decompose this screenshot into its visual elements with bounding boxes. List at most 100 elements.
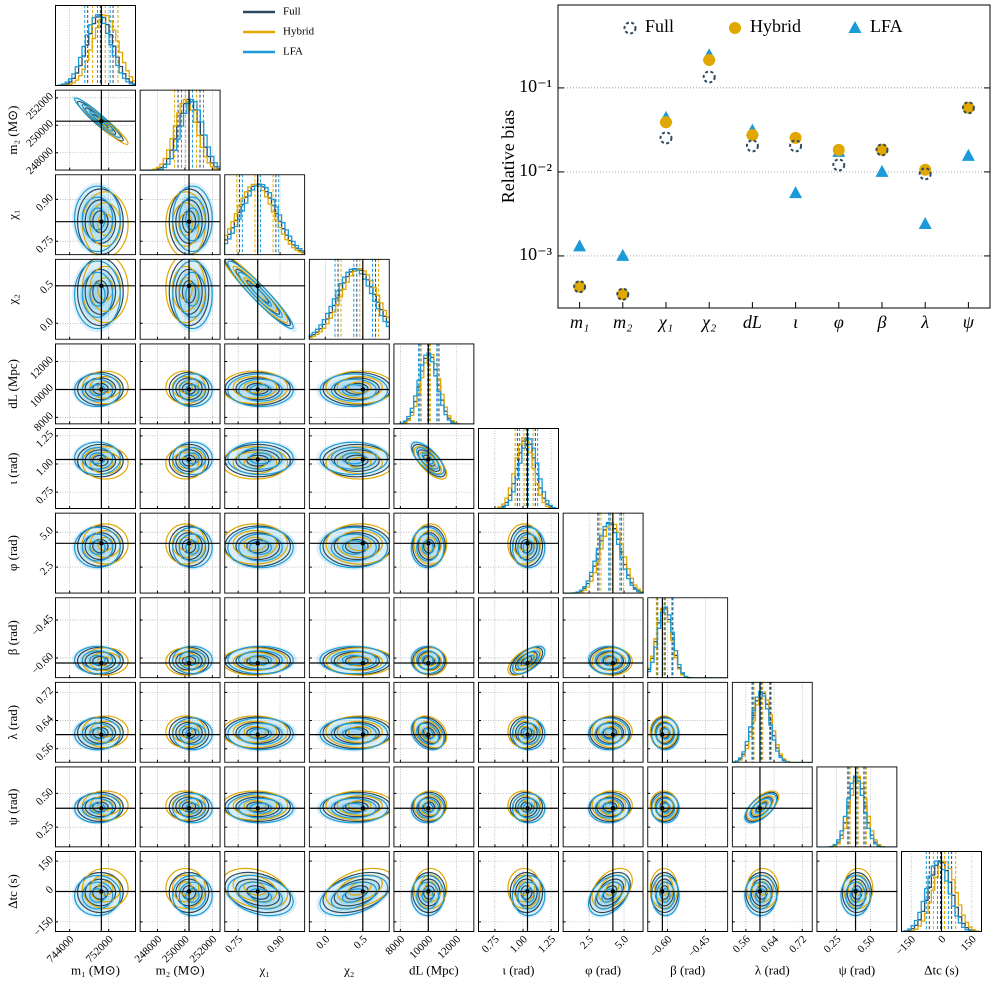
density-fill	[224, 258, 297, 333]
panel-frame	[55, 681, 136, 763]
truth-point	[426, 457, 431, 462]
contour	[185, 728, 200, 740]
contour	[330, 533, 377, 562]
contour	[654, 720, 674, 743]
contour	[410, 526, 445, 569]
panel	[478, 512, 559, 594]
y-tick-label: 10⁻³	[519, 244, 553, 264]
contour	[520, 885, 533, 900]
contour	[246, 885, 270, 900]
panel-frame	[55, 851, 136, 932]
contour	[249, 540, 273, 555]
y-tick-label: 0.56	[34, 741, 56, 763]
contour	[89, 540, 106, 555]
x-axis-label: Δtc (s)	[924, 963, 959, 978]
panel	[308, 343, 390, 425]
contour	[97, 276, 114, 301]
panel-frame	[647, 766, 729, 848]
truth-point	[255, 806, 260, 811]
contour	[172, 185, 213, 253]
x-tick-label: 0.56	[731, 933, 753, 955]
contour	[84, 796, 117, 818]
contour	[84, 878, 117, 907]
x-tick-label: χ₂	[700, 312, 716, 332]
truth-point	[360, 457, 365, 462]
x-tick-label: 0.50	[855, 933, 877, 955]
contour	[604, 800, 620, 812]
contour	[744, 793, 778, 824]
panel-frame	[308, 766, 390, 848]
contour	[604, 656, 620, 667]
y-tick-label: 0.90	[34, 191, 56, 213]
marker	[918, 167, 932, 181]
contour	[591, 715, 633, 749]
y-tick-label: 252000	[24, 90, 56, 122]
contour	[178, 196, 207, 242]
contour	[81, 271, 114, 318]
panel	[308, 851, 390, 932]
contour	[512, 795, 536, 816]
x-axis-label: λ (rad)	[755, 963, 790, 978]
contour	[249, 384, 273, 397]
truth-point	[99, 118, 104, 124]
contour	[178, 881, 207, 910]
panel-frame	[139, 851, 221, 932]
contour	[74, 874, 121, 917]
x-tick-label: 5.0	[613, 933, 632, 952]
contour	[649, 715, 679, 749]
marker	[659, 131, 673, 145]
x-axis-label: χ₁	[259, 963, 270, 978]
panel	[478, 681, 559, 763]
contour	[421, 888, 434, 903]
panel-frame	[55, 597, 136, 679]
truth-point	[99, 541, 104, 546]
contour	[238, 378, 283, 402]
panel-frame	[224, 851, 306, 932]
x-tick-label: φ	[834, 312, 844, 332]
contour	[651, 874, 680, 917]
panel	[55, 89, 136, 171]
x-tick-label: 0.0	[314, 933, 333, 952]
contour	[325, 647, 390, 676]
contour	[424, 656, 437, 667]
contour	[658, 800, 670, 812]
panel	[55, 681, 136, 763]
marker	[573, 280, 586, 293]
panel-frame	[647, 851, 729, 932]
contour	[333, 796, 380, 818]
contour	[92, 885, 109, 900]
contour	[410, 717, 445, 751]
contour	[249, 654, 273, 666]
contour	[601, 728, 616, 740]
contour	[651, 717, 680, 751]
y-tick-label: 0.0	[38, 315, 57, 334]
contour	[89, 728, 106, 740]
contour	[325, 867, 390, 910]
contour	[172, 373, 213, 408]
contour	[421, 452, 434, 465]
panel	[55, 343, 136, 425]
contour	[74, 441, 121, 476]
y-axis-label: Relative bias	[498, 110, 518, 203]
contour	[185, 654, 200, 666]
truth-point	[255, 457, 260, 462]
contour	[178, 378, 207, 402]
x-tick-label: 248000	[133, 933, 165, 965]
contour	[522, 728, 535, 740]
contour	[74, 717, 121, 751]
panel	[139, 851, 221, 932]
contour	[594, 881, 623, 910]
truth-point	[525, 732, 530, 737]
contour	[412, 791, 446, 823]
contour	[517, 881, 541, 910]
y-tick-label: 10⁻²	[519, 160, 552, 180]
panel	[478, 428, 559, 509]
contour	[509, 716, 544, 750]
contour	[171, 874, 200, 903]
histogram	[55, 14, 136, 86]
panel	[393, 343, 475, 425]
panel-frame	[478, 766, 559, 848]
contour	[509, 791, 544, 823]
marker	[832, 158, 846, 172]
contour	[185, 384, 200, 397]
